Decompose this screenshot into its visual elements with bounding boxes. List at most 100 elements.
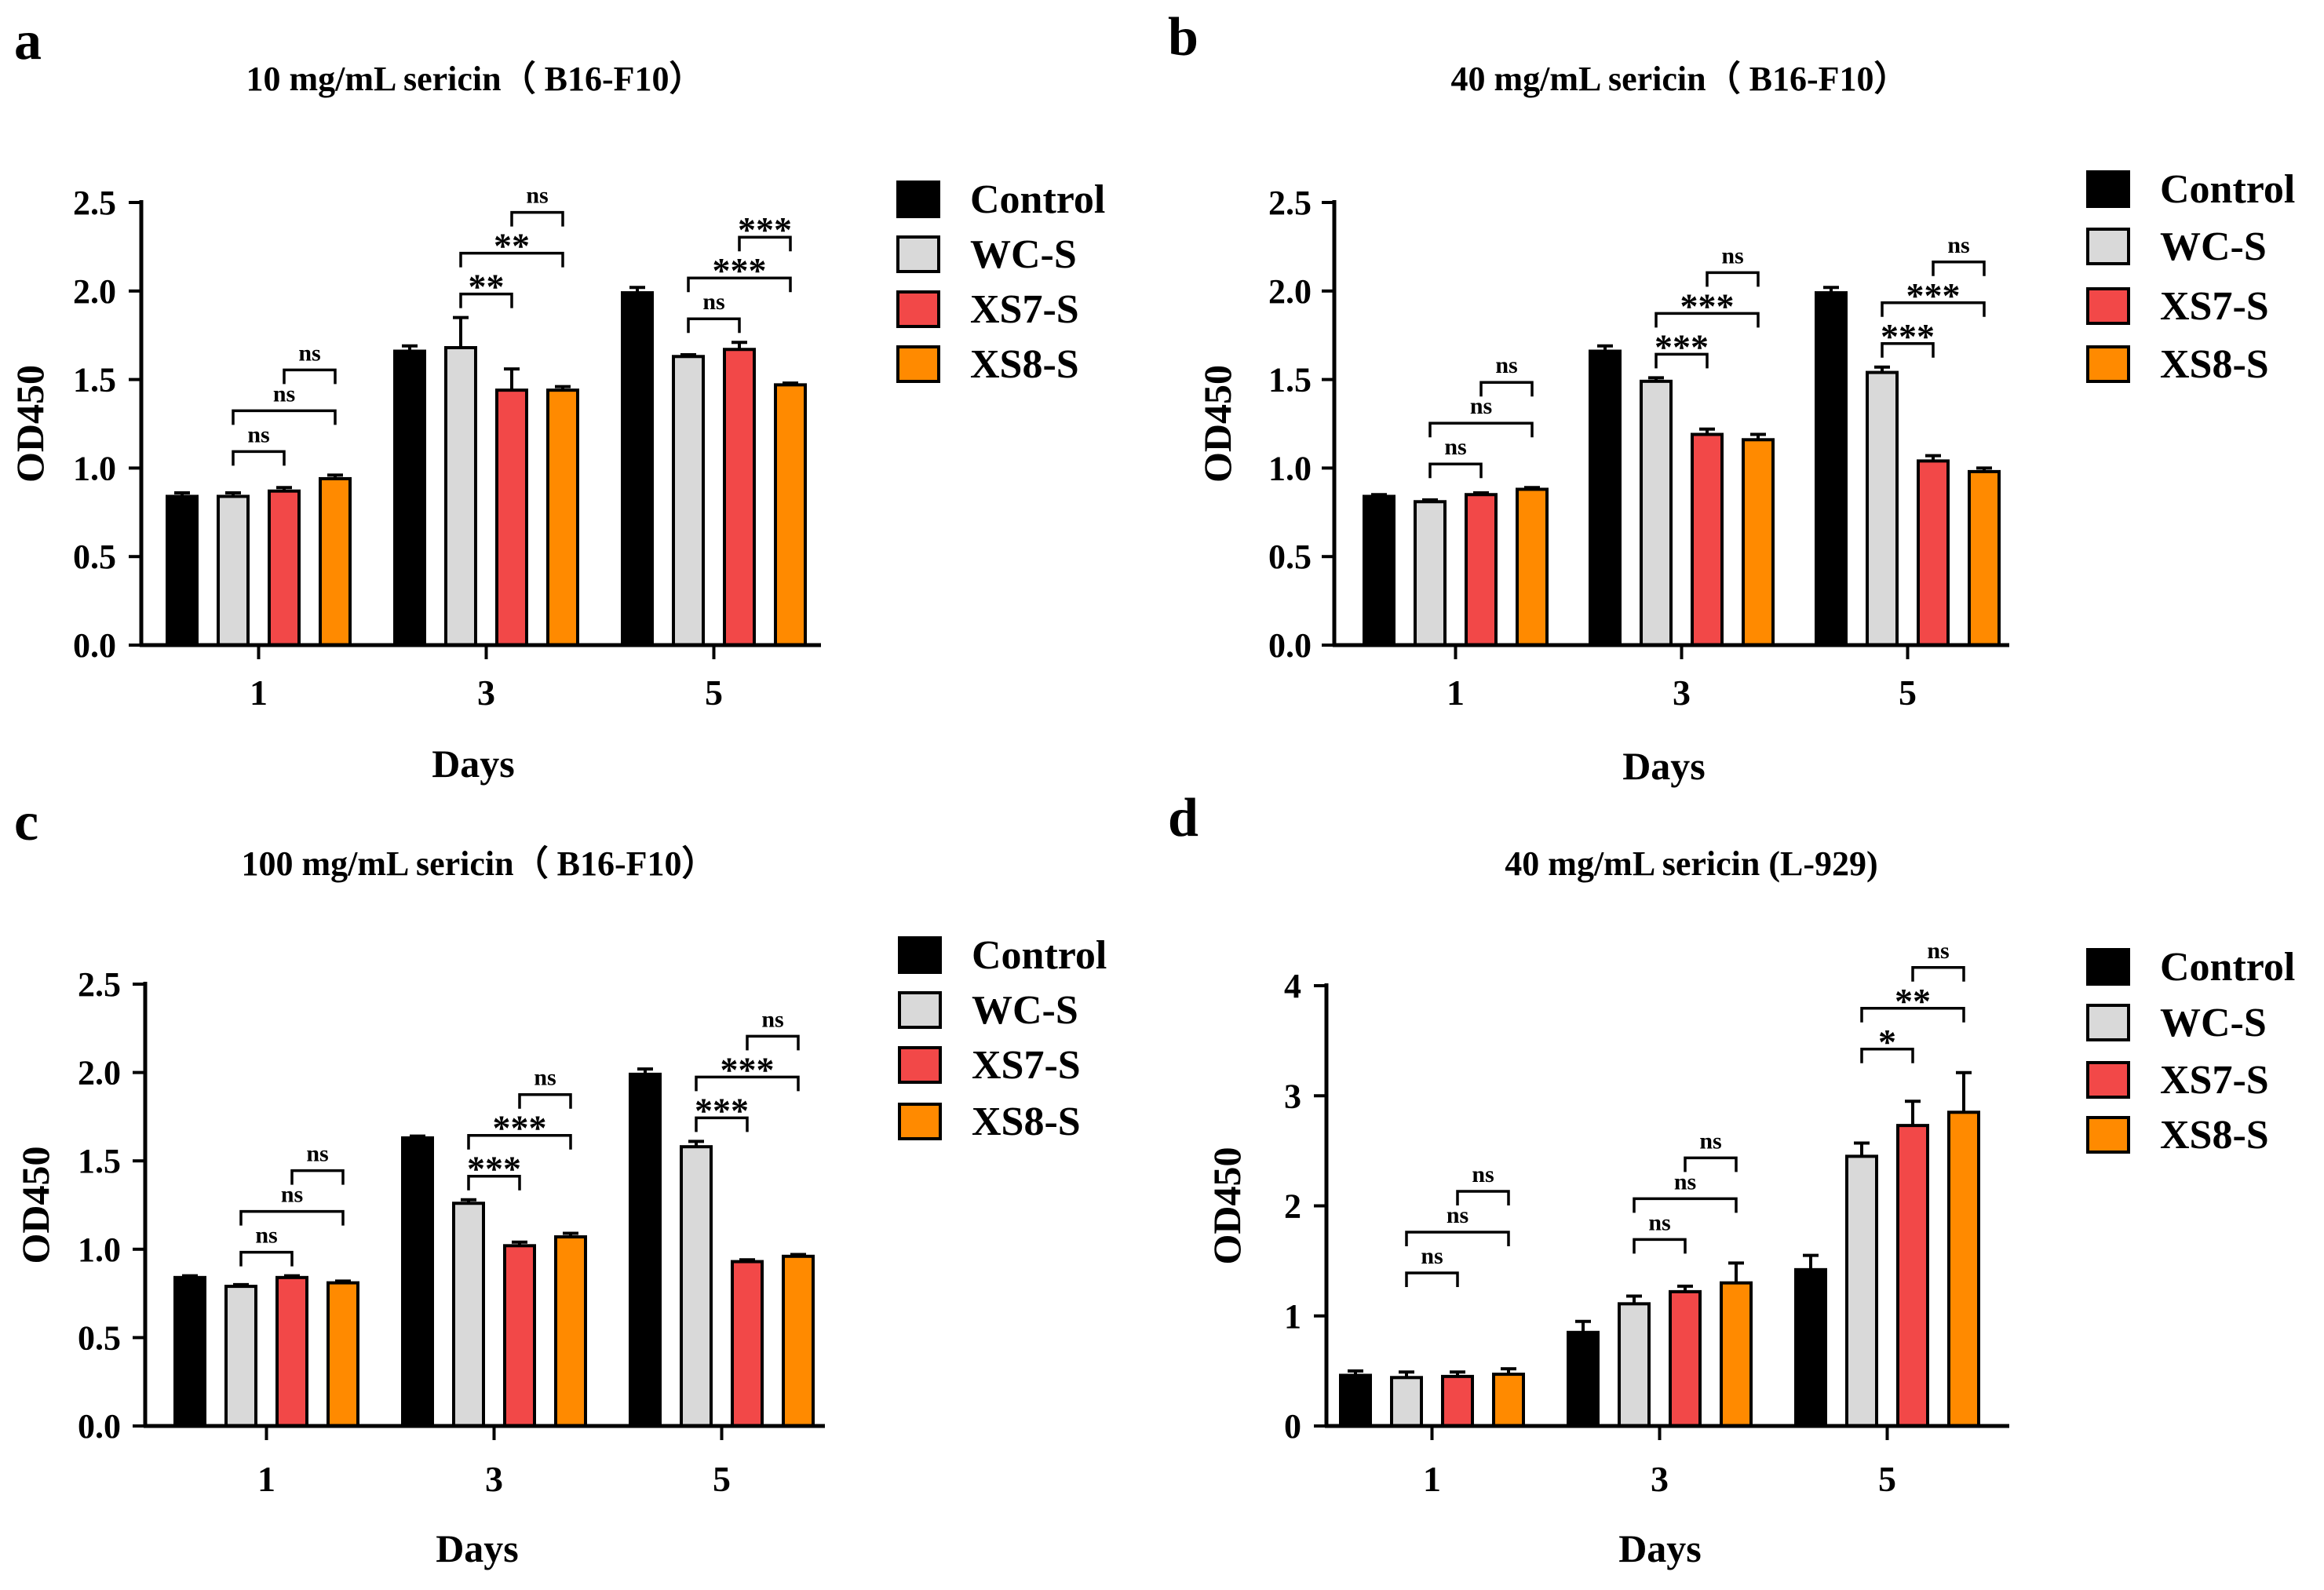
- legend-swatch: [898, 1103, 942, 1140]
- panel-letter: d: [1168, 788, 1198, 848]
- bar: [1947, 1110, 1980, 1428]
- significance-bracket: [467, 1174, 521, 1191]
- significance-bracket: [239, 1209, 345, 1226]
- significance-label: ns: [247, 421, 269, 447]
- y-axis-label: OD450: [8, 365, 52, 483]
- significance-label: ns: [1447, 1202, 1468, 1228]
- legend: Control WC-S XS7-S XS8-S: [896, 177, 1105, 387]
- x-axis-label: Days: [1622, 744, 1706, 788]
- legend: Control WC-S XS7-S XS8-S: [2086, 945, 2295, 1158]
- bar: [1968, 469, 2001, 647]
- legend: Control WC-S XS7-S XS8-S: [898, 933, 1107, 1144]
- significance-bracket: [1633, 1197, 1738, 1213]
- significance-bracket: [283, 368, 337, 385]
- chart-title: 10 mg/mL sericin（ B16-F10）: [246, 60, 704, 98]
- legend-swatch: [2086, 1061, 2130, 1099]
- bar: [554, 1235, 587, 1428]
- significance-label: ns: [1674, 1169, 1696, 1194]
- legend-swatch: [2086, 287, 2130, 325]
- bar: [1669, 1289, 1702, 1428]
- y-tick-label: 0.0: [1268, 626, 1312, 665]
- significance-label: **: [469, 267, 505, 307]
- y-tick-label: 2.0: [73, 272, 116, 311]
- bar: [1465, 493, 1498, 647]
- significance-bracket: [687, 276, 792, 293]
- significance-label: ns: [255, 1223, 277, 1249]
- legend-swatch: [898, 991, 942, 1029]
- significance-label: ns: [281, 1182, 303, 1208]
- significance-bracket: [232, 409, 337, 425]
- significance-label: **: [494, 226, 530, 266]
- x-axis-label: Days: [432, 742, 515, 786]
- bar: [1414, 500, 1447, 647]
- x-tick-label: 3: [1673, 673, 1691, 713]
- legend-swatch: [2086, 1116, 2130, 1154]
- bar: [1794, 1267, 1827, 1428]
- significance-bracket: [1456, 1190, 1510, 1205]
- significance-bracket: [1655, 312, 1760, 328]
- significance-bracket: [1684, 1156, 1738, 1172]
- y-tick-label: 1.0: [73, 449, 116, 487]
- legend-label: XS7-S: [970, 287, 1079, 332]
- legend-swatch: [2086, 948, 2130, 986]
- legend: Control WC-S XS7-S XS8-S: [2086, 167, 2295, 387]
- significance-bracket: [695, 1075, 800, 1092]
- legend-swatch: [898, 1046, 942, 1084]
- bar: [393, 349, 426, 647]
- x-tick-label: 3: [485, 1459, 503, 1499]
- significance-label: ns: [273, 381, 295, 407]
- x-axis-label: Days: [1618, 1526, 1702, 1570]
- significance-bracket: [518, 1092, 572, 1109]
- bar: [1917, 459, 1950, 647]
- bar: [1896, 1124, 1929, 1428]
- y-tick-label: 2.5: [78, 965, 121, 1004]
- y-tick-label: 0.5: [1268, 538, 1312, 576]
- bar: [166, 494, 199, 647]
- significance-bracket: [738, 235, 792, 252]
- x-tick-label: 3: [477, 673, 495, 713]
- x-tick-label: 5: [1878, 1459, 1896, 1499]
- significance-label: ns: [1699, 1128, 1721, 1154]
- bar: [621, 291, 654, 647]
- bar: [1845, 1154, 1878, 1428]
- y-tick-label: 4: [1284, 967, 1301, 1005]
- significance-bracket: [1428, 462, 1483, 479]
- bar: [1363, 494, 1395, 647]
- significance-label: ns: [1648, 1209, 1670, 1235]
- significance-bracket: [1633, 1238, 1687, 1254]
- significance-label: ***: [721, 1049, 775, 1089]
- significance-label: ***: [713, 250, 767, 290]
- bar: [1720, 1281, 1753, 1428]
- panel-letter: c: [14, 792, 38, 852]
- significance-label: ns: [1421, 1243, 1443, 1269]
- significance-bracket: [1405, 1271, 1459, 1287]
- significance-label: ***: [467, 1149, 521, 1189]
- legend-swatch: [896, 345, 940, 383]
- y-tick-label: 1.5: [78, 1142, 121, 1180]
- bar: [1492, 1373, 1525, 1428]
- y-axis-label: OD450: [13, 1147, 57, 1264]
- bar: [319, 476, 352, 647]
- x-tick-label: 1: [257, 1459, 275, 1499]
- significance-bracket: [1932, 261, 1986, 276]
- chart-title: 40 mg/mL sericin (L-929): [1505, 844, 1877, 883]
- bar: [444, 345, 477, 647]
- bar: [774, 383, 807, 647]
- bar: [1567, 1330, 1600, 1428]
- significance-bracket: [746, 1034, 800, 1051]
- significance-bracket: [290, 1169, 345, 1185]
- bar: [268, 489, 301, 647]
- y-tick-label: 1.5: [1268, 361, 1312, 399]
- significance-label: ns: [702, 289, 724, 315]
- significance-bracket: [1706, 271, 1760, 287]
- significance-label: **: [1895, 981, 1931, 1021]
- significance-label: ns: [1947, 232, 1969, 258]
- significance-bracket: [1860, 1007, 1965, 1023]
- significance-label: ***: [493, 1108, 547, 1148]
- bar: [1589, 349, 1622, 647]
- significance-bracket: [1655, 352, 1709, 369]
- significance-label: ns: [761, 1006, 783, 1032]
- significance-label: ns: [1721, 243, 1743, 268]
